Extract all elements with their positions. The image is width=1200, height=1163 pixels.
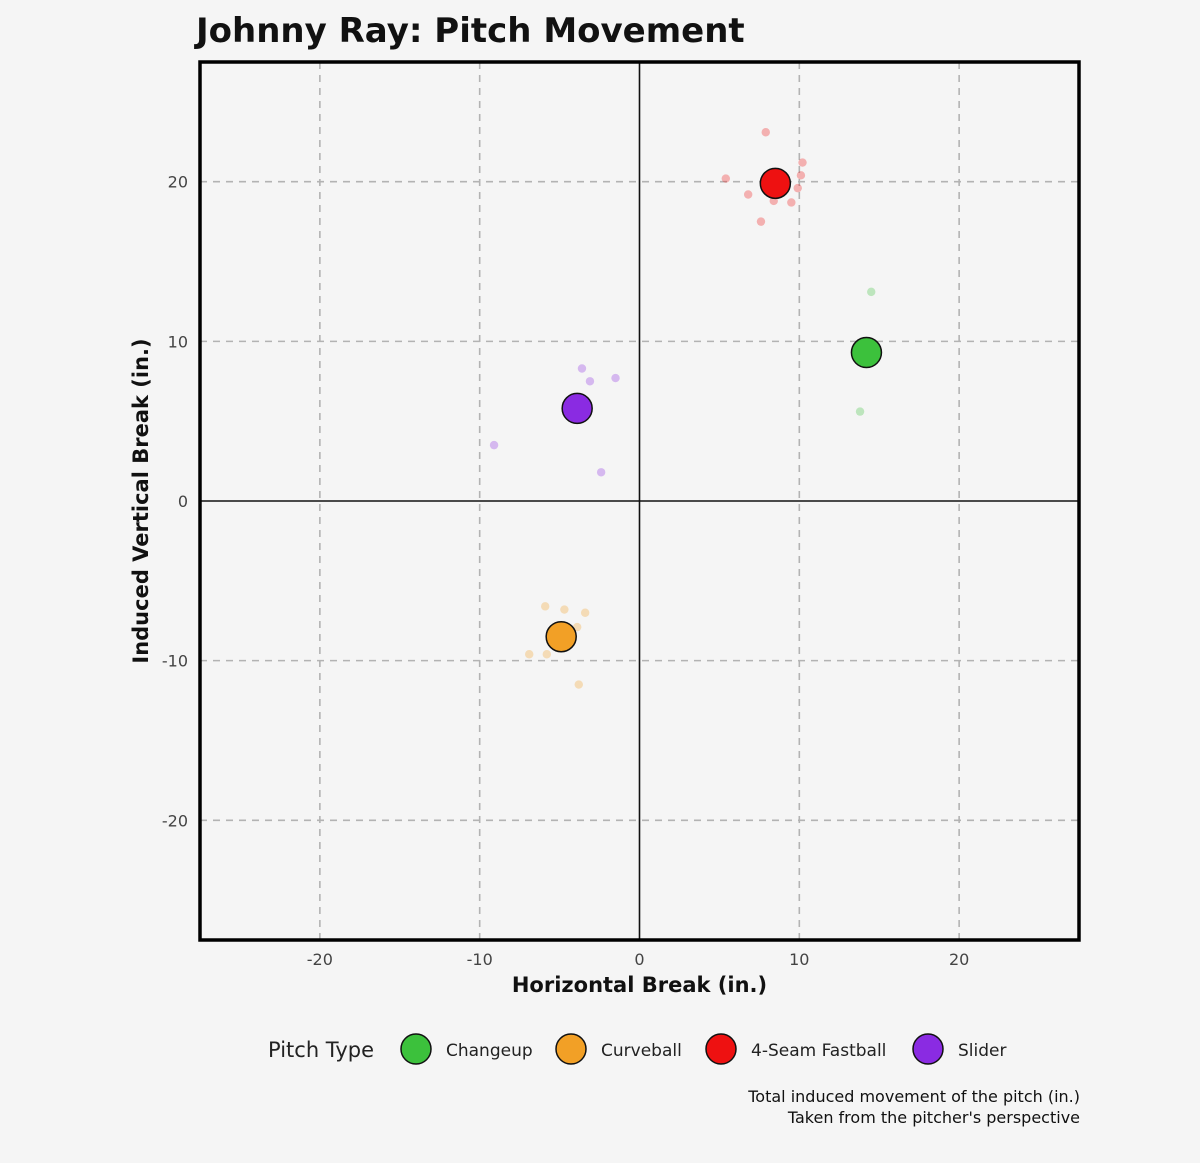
- legend-label: Slider: [958, 1041, 1006, 1061]
- x-tick-label: -20: [307, 950, 333, 969]
- pitch-point: [867, 287, 876, 297]
- pitch-point: [798, 158, 807, 167]
- x-tick-label: 20: [949, 950, 969, 969]
- pitch-point: [855, 407, 865, 416]
- y-tick-label: 0: [178, 492, 188, 511]
- pitch-point: [572, 622, 582, 632]
- legend-swatch: [912, 1033, 944, 1065]
- legend-swatch: [705, 1033, 737, 1065]
- pitch-point: [787, 198, 796, 207]
- legend-label: Changeup: [446, 1041, 533, 1061]
- y-tick-label: -20: [162, 811, 188, 830]
- pitch-point: [756, 217, 766, 226]
- caption-line-1: Total induced movement of the pitch (in.…: [747, 1087, 1080, 1106]
- pitch-point: [580, 608, 590, 617]
- pitch-point: [611, 373, 620, 383]
- legend-swatch: [555, 1033, 587, 1065]
- x-tick-label: 10: [789, 950, 809, 969]
- pitch-point: [585, 377, 595, 386]
- pitch-point: [596, 468, 606, 477]
- y-tick-label: 20: [168, 173, 188, 192]
- legend-swatch: [400, 1033, 432, 1065]
- y-tick-label: 10: [168, 332, 188, 351]
- pitch-point: [525, 650, 534, 659]
- pitch-point: [743, 190, 753, 199]
- pitch-mean-marker: [850, 336, 883, 369]
- pitch-point: [542, 650, 552, 659]
- pitch-points: [489, 128, 876, 689]
- x-tick-label: 0: [634, 950, 644, 969]
- legend-label: Curveball: [601, 1041, 682, 1061]
- pitch-point: [560, 605, 569, 614]
- pitch-mean-marker: [561, 392, 593, 425]
- pitch-point: [796, 171, 806, 180]
- axes: [200, 62, 1079, 940]
- y-tick-labels: -20 -10 0 10 20: [162, 173, 188, 831]
- legend: Pitch Type Changeup Curveball 4-Seam Fastb…: [268, 1033, 1006, 1065]
- pitch-means: [545, 167, 883, 653]
- caption-line-2: Taken from the pitcher's perspective: [787, 1108, 1080, 1127]
- pitch-point: [793, 183, 802, 193]
- pitch-point: [541, 602, 550, 611]
- legend-label: 4-Seam Fastball: [751, 1041, 886, 1061]
- y-tick-label: -10: [162, 652, 188, 671]
- x-tick-label: -10: [467, 950, 493, 969]
- x-tick-labels: -20 -10 0 10 20: [307, 950, 970, 969]
- pitch-point: [577, 364, 587, 373]
- grid: [200, 62, 1079, 940]
- pitch-point: [761, 128, 770, 137]
- pitch-point: [574, 680, 583, 689]
- x-axis-label: Horizontal Break (in.): [512, 973, 767, 997]
- pitch-mean-marker: [759, 167, 792, 200]
- plot-frame: [198, 60, 1081, 942]
- legend-title: Pitch Type: [268, 1038, 374, 1062]
- pitch-point: [489, 440, 499, 450]
- pitch-mean-marker: [545, 620, 577, 653]
- pitch-point: [721, 174, 731, 183]
- chart-title: Johnny Ray: Pitch Movement: [194, 11, 745, 51]
- y-axis-label: Induced Vertical Break (in.): [129, 338, 153, 663]
